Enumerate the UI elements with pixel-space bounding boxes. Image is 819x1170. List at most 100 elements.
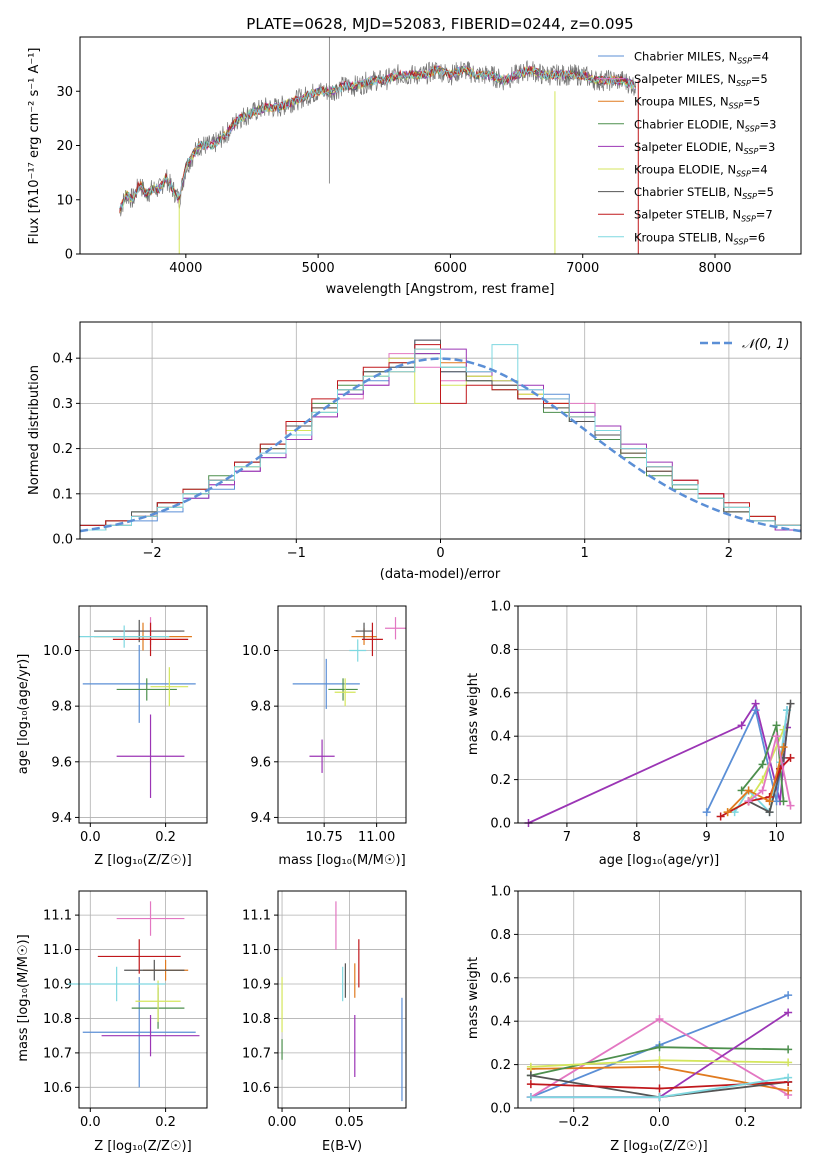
- p3-x-tick-label: 0.2: [155, 830, 176, 845]
- p5-y-tick-label: 0.6: [490, 686, 511, 701]
- p6-y-tick-label: 11.0: [43, 943, 72, 958]
- p4-y-tick-label: 9.4: [250, 811, 271, 826]
- p8-x-tick-label: 0.0: [649, 1115, 670, 1130]
- p8-frame: [517, 890, 802, 1109]
- p6-y-tick-label: 10.9: [43, 978, 72, 993]
- histogram-y-tick-label: 0.0: [52, 533, 73, 548]
- p3-frame: [78, 605, 208, 824]
- mass-vs-ebv-panel: 0.00 0.05 10.6 10.7 10.8 10.9 11.0 11.1: [242, 890, 407, 1130]
- p4-frame: [277, 605, 407, 824]
- legend-label: Chabrier MILES, NSSP=4: [634, 50, 769, 66]
- p6-x-tick-label: 0.0: [80, 1115, 101, 1130]
- spectrum-y-tick-label: 0: [65, 248, 73, 263]
- gaussian-curve: [79, 357, 802, 533]
- p5-y-tick-label: 0.0: [490, 817, 511, 832]
- p7-y-tick-label: 10.6: [242, 1081, 271, 1096]
- p6-y-tick-label: 10.8: [43, 1012, 72, 1027]
- legend-label: Salpeter STELIB, NSSP=7: [634, 208, 773, 224]
- p7-y-tick-label: 10.9: [242, 978, 271, 993]
- p7-x-tick-label: 0.05: [335, 1115, 364, 1130]
- p5-xlabel: age [log₁₀(age/yr)]: [599, 853, 720, 868]
- p7-y-tick-label: 11.1: [242, 909, 271, 924]
- mass-vs-metallicity-panel: 0.0 0.2 10.6 10.7 10.8 10.9 11.0 11.1: [43, 890, 208, 1130]
- age-vs-metallicity-panel: 0.0 0.2 9.4 9.6 9.8 10.0: [43, 605, 208, 845]
- p6-y-tick-label: 10.7: [43, 1046, 72, 1061]
- p4-xlabel: mass [log₁₀(M/M☉)]: [278, 853, 405, 868]
- legend-label: Salpeter MILES, NSSP=5: [634, 72, 768, 88]
- spectrum-x-tick-label: 5000: [302, 261, 335, 276]
- p5-x-tick-label: 8: [633, 830, 641, 845]
- p8-y-tick-label: 0.0: [490, 1102, 511, 1117]
- spectrum-frame: [79, 36, 802, 255]
- histogram-frame: [79, 321, 802, 540]
- histogram-x-tick-label: 0: [436, 546, 444, 561]
- spectrum-legend: Chabrier MILES, NSSP=4 Salpeter MILES, NS…: [598, 50, 776, 246]
- histogram-series: [79, 344, 801, 539]
- p5-y-tick-label: 0.4: [490, 730, 511, 745]
- p7-frame: [277, 890, 407, 1109]
- histogram-y-tick-label: 0.2: [52, 442, 73, 457]
- p7-y-tick-label: 10.7: [242, 1046, 271, 1061]
- spectrum-model-line: [119, 65, 636, 210]
- p8-y-tick-label: 0.4: [490, 1015, 511, 1030]
- p3-xlabel: Z [log₁₀(Z/Z☉)]: [94, 853, 191, 868]
- p8-xlabel: Z [log₁₀(Z/Z☉)]: [610, 1139, 707, 1154]
- histogram-y-tick-label: 0.4: [52, 352, 73, 367]
- age-vs-mass-panel: 10.75 11.00 9.4 9.6 9.8 10.0: [242, 605, 407, 845]
- spectrum-ylabel: Flux [fλ10⁻¹⁷ erg cm⁻² s⁻¹ A⁻¹]: [27, 48, 42, 245]
- histogram-x-tick-label: 1: [581, 546, 589, 561]
- histogram-x-tick-label: −2: [143, 546, 162, 561]
- p4-x-tick-label: 11.00: [358, 830, 395, 845]
- p7-x-tick-label: 0.00: [268, 1115, 297, 1130]
- p3-x-tick-label: 0.0: [80, 830, 101, 845]
- legend-label: Kroupa MILES, NSSP=5: [634, 95, 760, 111]
- legend-label: Chabrier STELIB, NSSP=5: [634, 185, 774, 201]
- p6-y-tick-label: 11.1: [43, 909, 72, 924]
- p4-y-tick-label: 9.8: [250, 700, 271, 715]
- p3-ylabel: age [log₁₀(age/yr)]: [16, 654, 31, 775]
- mass-weight-vs-age-panel: 7 8 9 10 0.0 0.2 0.4 0.6 0.8 1.0: [490, 600, 802, 845]
- spectrum-x-tick-label: 6000: [434, 261, 467, 276]
- p5-y-tick-label: 0.8: [490, 643, 511, 658]
- p7-y-tick-label: 11.0: [242, 943, 271, 958]
- p8-y-tick-label: 1.0: [490, 885, 511, 900]
- p4-y-tick-label: 10.0: [242, 644, 271, 659]
- p8-x-tick-label: 0.2: [735, 1115, 756, 1130]
- p5-series-line: [726, 746, 785, 813]
- p5-series-line: [748, 703, 792, 814]
- spectrum-xlabel: wavelength [Angstrom, rest frame]: [326, 282, 555, 297]
- legend-label: Kroupa ELODIE, NSSP=4: [634, 163, 768, 179]
- p5-x-tick-label: 10: [768, 830, 785, 845]
- gaussian-legend-label: 𝒩(0, 1): [742, 337, 789, 352]
- histogram-y-tick-label: 0.1: [52, 487, 73, 502]
- p4-y-tick-label: 9.6: [250, 755, 271, 770]
- p5-y-tick-label: 0.2: [490, 773, 511, 788]
- histogram-ylabel: Normed distribution: [27, 365, 42, 495]
- p7-xlabel: E(B-V): [322, 1139, 362, 1154]
- p5-x-tick-label: 7: [563, 830, 571, 845]
- legend-label: Salpeter ELODIE, NSSP=3: [634, 140, 775, 156]
- spectrum-y-tick-label: 20: [56, 139, 73, 154]
- p5-y-tick-label: 1.0: [490, 600, 511, 615]
- spectrum-y-tick-label: 30: [56, 85, 73, 100]
- legend-label: Chabrier ELODIE, NSSP=3: [634, 117, 776, 133]
- p7-y-tick-label: 10.8: [242, 1012, 271, 1027]
- p3-y-tick-label: 9.6: [51, 755, 72, 770]
- spectrum-x-tick-label: 4000: [169, 261, 202, 276]
- spectrum-y-tick-label: 10: [56, 193, 73, 208]
- mass-weight-vs-metallicity-panel: −0.2 0.0 0.2 0.0 0.2 0.4 0.6 0.8 1.0: [490, 885, 802, 1130]
- residual-histogram-panel: −2 −1 0 1 2 0.0 0.1 0.2 0.3 0.4 𝒩(0, 1): [52, 321, 802, 561]
- p6-x-tick-label: 0.2: [155, 1115, 176, 1130]
- p8-y-tick-label: 0.8: [490, 928, 511, 943]
- p6-ylabel: mass [log₁₀(M/M☉)]: [16, 934, 31, 1061]
- p8-y-tick-label: 0.2: [490, 1058, 511, 1073]
- chart-title: PLATE=0628, MJD=52083, FIBERID=0244, z=0…: [246, 15, 633, 33]
- p6-xlabel: Z [log₁₀(Z/Z☉)]: [94, 1139, 191, 1154]
- p5-frame: [517, 605, 802, 824]
- p5-series-line: [748, 735, 792, 806]
- p8-ylabel: mass weight: [466, 957, 481, 1039]
- spectrum-panel: 4000 5000 6000 7000 8000 0 10 20 30: [56, 36, 802, 276]
- p8-y-tick-label: 0.6: [490, 971, 511, 986]
- p5-ylabel: mass weight: [466, 673, 481, 755]
